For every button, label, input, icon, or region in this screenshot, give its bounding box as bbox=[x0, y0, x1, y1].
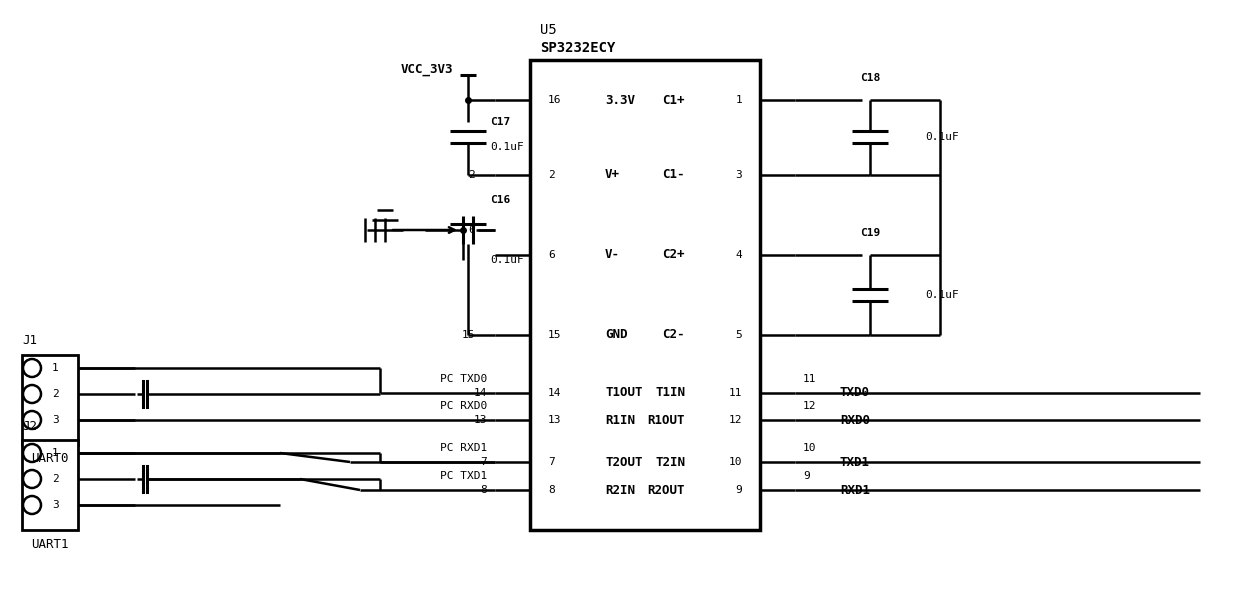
Text: GND: GND bbox=[605, 328, 627, 341]
Text: R1OUT: R1OUT bbox=[647, 413, 684, 426]
Text: R2IN: R2IN bbox=[605, 483, 635, 497]
Text: 8: 8 bbox=[548, 485, 554, 495]
Text: 2: 2 bbox=[52, 389, 58, 399]
Text: 3: 3 bbox=[735, 170, 742, 180]
Text: 2: 2 bbox=[548, 170, 554, 180]
Text: 13: 13 bbox=[548, 415, 562, 425]
Text: 6: 6 bbox=[548, 250, 554, 260]
Text: VCC_3V3: VCC_3V3 bbox=[401, 63, 453, 77]
Text: C19: C19 bbox=[859, 228, 880, 238]
Text: 15: 15 bbox=[461, 330, 475, 340]
Text: 9: 9 bbox=[804, 471, 810, 481]
Text: RXD1: RXD1 bbox=[839, 483, 870, 497]
Text: TXD1: TXD1 bbox=[839, 455, 870, 468]
Text: 9: 9 bbox=[735, 485, 742, 495]
Text: 3: 3 bbox=[52, 415, 58, 425]
Text: UART0: UART0 bbox=[31, 452, 68, 465]
Text: 0.1uF: 0.1uF bbox=[925, 290, 959, 300]
Text: C16: C16 bbox=[490, 195, 510, 205]
Text: T1IN: T1IN bbox=[655, 386, 684, 400]
Text: C1-: C1- bbox=[662, 168, 684, 181]
Text: 7: 7 bbox=[548, 457, 554, 467]
Bar bbox=[22, 440, 78, 530]
Text: R1IN: R1IN bbox=[605, 413, 635, 426]
Text: 2: 2 bbox=[469, 170, 475, 180]
Text: 1: 1 bbox=[52, 448, 58, 458]
Text: PC TXD0: PC TXD0 bbox=[440, 374, 487, 384]
Text: TXD0: TXD0 bbox=[839, 386, 870, 400]
Text: 10: 10 bbox=[804, 443, 816, 453]
Text: 12: 12 bbox=[804, 401, 816, 411]
Text: C2-: C2- bbox=[662, 328, 684, 341]
Text: PC RXD1: PC RXD1 bbox=[440, 443, 487, 453]
Text: 10: 10 bbox=[729, 457, 742, 467]
Text: 0.1uF: 0.1uF bbox=[925, 132, 959, 142]
Text: T1OUT: T1OUT bbox=[605, 386, 642, 400]
Text: 1: 1 bbox=[52, 363, 58, 373]
Text: 6: 6 bbox=[469, 225, 475, 235]
Text: 14: 14 bbox=[548, 388, 562, 398]
Text: C1+: C1+ bbox=[662, 93, 684, 107]
Text: RXD0: RXD0 bbox=[839, 413, 870, 426]
Text: 3: 3 bbox=[52, 500, 58, 510]
Text: J1: J1 bbox=[22, 334, 37, 347]
Text: C2+: C2+ bbox=[662, 249, 684, 262]
Text: C18: C18 bbox=[859, 73, 880, 83]
Text: 11: 11 bbox=[804, 374, 816, 384]
Text: C17: C17 bbox=[490, 117, 510, 127]
Text: 15: 15 bbox=[548, 330, 562, 340]
Text: J2: J2 bbox=[22, 419, 37, 432]
Text: 1: 1 bbox=[735, 95, 742, 105]
Text: 14: 14 bbox=[474, 388, 487, 398]
Text: 8: 8 bbox=[480, 485, 487, 495]
Text: 13: 13 bbox=[474, 415, 487, 425]
Text: 12: 12 bbox=[729, 415, 742, 425]
Bar bbox=[529, 60, 760, 530]
Text: PC TXD1: PC TXD1 bbox=[440, 471, 487, 481]
Text: V+: V+ bbox=[605, 168, 620, 181]
Text: PC RXD0: PC RXD0 bbox=[440, 401, 487, 411]
Text: UART1: UART1 bbox=[31, 537, 68, 550]
Text: R2OUT: R2OUT bbox=[647, 483, 684, 497]
Text: 5: 5 bbox=[735, 330, 742, 340]
Text: 3.3V: 3.3V bbox=[605, 93, 635, 107]
Text: V-: V- bbox=[605, 249, 620, 262]
Text: T2IN: T2IN bbox=[655, 455, 684, 468]
Bar bbox=[22, 355, 78, 445]
Text: 11: 11 bbox=[729, 388, 742, 398]
Text: 0.1uF: 0.1uF bbox=[490, 142, 523, 152]
Text: 0.1uF: 0.1uF bbox=[490, 255, 523, 265]
Text: U5: U5 bbox=[539, 23, 557, 37]
Text: 16: 16 bbox=[548, 95, 562, 105]
Text: T2OUT: T2OUT bbox=[605, 455, 642, 468]
Text: 7: 7 bbox=[480, 457, 487, 467]
Text: 4: 4 bbox=[735, 250, 742, 260]
Text: 2: 2 bbox=[52, 474, 58, 484]
Text: SP3232ECY: SP3232ECY bbox=[539, 41, 615, 55]
